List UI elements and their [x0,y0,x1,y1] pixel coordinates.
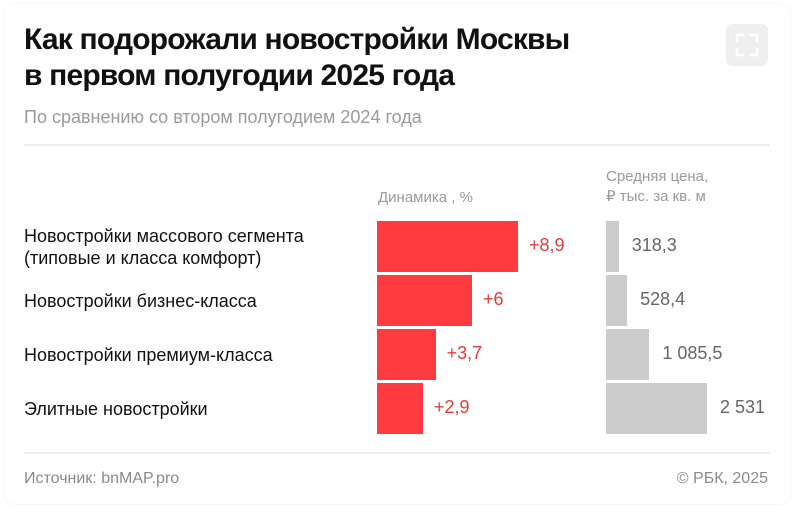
price-bar [606,329,650,380]
divider-top [24,144,770,146]
category-label-line: Новостройки премиум-класса [24,344,273,365]
dynamics-bar [377,275,473,326]
category-label-line: Новостройки массового сегмента [24,225,304,246]
price-bar [606,275,628,326]
title-line-2: в первом полугодии 2025 года [24,59,455,92]
dynamics-value-label: +2,9 [433,397,470,417]
price-value-label: 528,4 [640,289,686,309]
dynamics-bar [377,221,518,272]
fullscreen-button[interactable] [726,24,768,66]
dynamics-bar [377,383,423,434]
category-label: Новостройки премиум-класса [24,344,273,366]
price-header-line-2: ₽ тыс. за кв. м [606,188,706,205]
title-line-1: Как подорожали новостройки Москвы [24,23,570,56]
price-value-label: 1 085,5 [662,343,723,363]
column-header-price: Средняя цена, ₽ тыс. за кв. м [606,167,708,207]
price-header-line-1: Средняя цена, [606,168,709,185]
price-value-label: 318,3 [631,235,677,255]
fullscreen-icon [735,33,759,57]
dynamics-value-label: +8,9 [529,235,565,255]
source-link[interactable]: Источник: bnMAP.pro [24,470,180,487]
category-label: Элитные новостройки [24,398,208,420]
dynamics-value-label: +3,7 [446,343,483,363]
price-bar [606,221,619,272]
dynamics-bar [377,329,436,380]
category-label-line: (типовые и класса комфорт) [24,247,262,268]
chart-title: Как подорожали новостройки Москвы в перв… [24,22,570,94]
price-bar [606,383,707,434]
price-value-label: 2 531 [720,397,766,417]
category-label-line: Новостройки бизнес-класса [24,290,257,311]
copyright: © РБК, 2025 [676,470,768,487]
dynamics-value-label: +6 [483,289,504,309]
column-header-dynamics: Динамика , % [378,189,473,206]
category-label: Новостройки массового сегмента (типовые и… [24,225,304,269]
category-label: Новостройки бизнес-класса [24,290,257,312]
subtitle: По сравнению со втором полугодием 2024 г… [24,107,422,127]
category-label-line: Элитные новостройки [24,398,208,419]
divider-bottom [24,452,770,454]
